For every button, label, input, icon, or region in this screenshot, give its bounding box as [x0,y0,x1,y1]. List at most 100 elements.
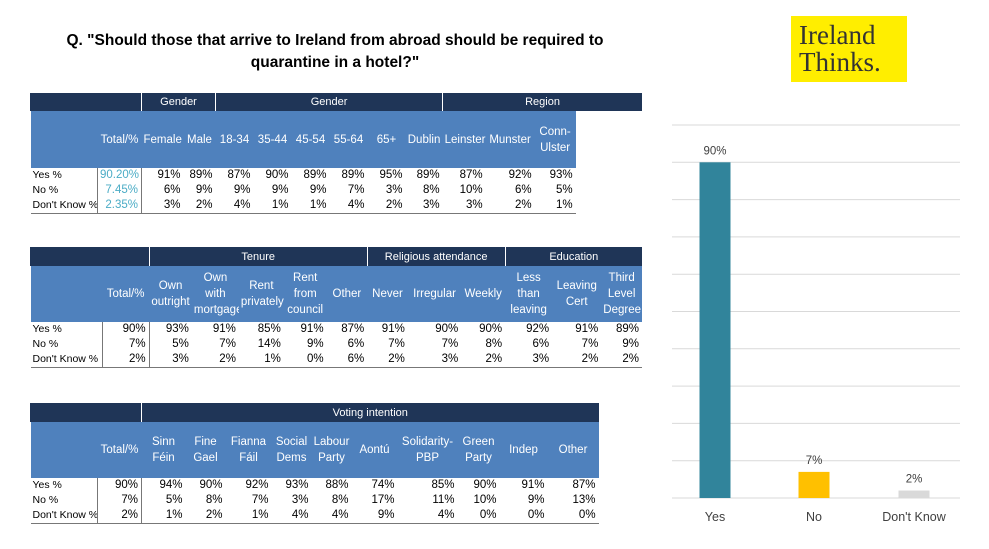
group-label: Tenure [148,247,368,266]
table-row: No % 7% 5% 8% 7% 3% 8% 17% 11% 10% 9% 13% [30,493,599,508]
table-cell: 89% [416,169,440,181]
table-cell: 74% [371,479,395,491]
table-cell: 89% [615,323,639,335]
table-cell: 4% [329,198,368,214]
table-cell: 2% [183,198,216,214]
table-cell: 9% [622,338,639,350]
table-cell: 90.20% [97,168,142,183]
group-label: Region [442,93,642,111]
table-cell: 7% [251,494,269,506]
row-label: Don't Know % [30,198,98,214]
table-cell: 90% [435,323,459,335]
table-cell: 7% [347,184,365,196]
column-header: Aontú [351,422,398,478]
column-header: Rent privately [238,266,284,322]
crosstab-gender-age-region: Gender Gender Region Total/% Female Male 18-3… [30,93,642,214]
table-cell: 91% [381,323,405,335]
table-row: Don't Know % 2% 1% 2% 1% 4% 4% 9% 4% 0% 0% 0% [30,508,599,524]
group-label [30,93,142,111]
column-header: Munster [485,111,535,168]
table-cell: 8% [205,494,223,506]
table-cell: 8% [485,338,503,350]
table-cell: 14% [257,338,281,350]
column-header: Total/% [97,422,142,478]
data-label: 2% [906,474,923,486]
table-cell: 8% [422,184,440,196]
column-header-row: Total/% Own outright Own with mortgage Rent… [30,266,642,322]
table-cell: 9% [233,184,251,196]
table-cell: 2% [191,352,239,368]
column-header: Solidarity-PBP [397,422,458,478]
column-header [30,422,98,478]
table-cell: 5% [172,338,189,350]
table-cell: 10% [459,184,483,196]
column-header: Total/% [97,111,142,168]
table-cell: 2% [367,198,406,214]
row-label: Don't Know % [30,508,98,524]
column-header: Female [141,111,184,168]
table-cell: 2% [185,508,226,524]
table-row: Don't Know % 2.35% 3% 2% 4% 1% 1% 4% 2% 3% 3% 2% 1% [30,198,643,214]
bar-don-t-know [898,490,930,498]
table-row: Yes % 90% 93% 91% 85% 91% 87% 91% 90% 90% 92% 91% 89… [30,322,643,337]
table-cell: 7% [219,338,236,350]
table-cell: 3% [442,198,486,214]
table-cell: 92% [245,479,269,491]
bar-no [798,471,830,498]
table-cell: 10% [473,494,497,506]
table-cell: 3% [407,352,462,368]
table-cell: 87% [227,169,251,181]
table-cell: 9% [309,184,327,196]
column-header: Dublin [405,111,443,168]
table-cell: 91% [157,169,181,181]
row-label: Don't Know % [30,352,103,368]
table-cell: 1% [253,198,292,214]
group-header-row: Gender Gender Region [30,93,642,111]
table-cell: 90% [479,323,503,335]
table-cell: 1% [225,508,272,524]
column-header: 45-54 [291,111,330,168]
column-header: Irregular [407,266,462,322]
table-cell: 0% [547,508,599,524]
table-cell: 5% [555,184,573,196]
row-label: Yes % [30,322,103,337]
table-cell: 1% [291,198,330,214]
table-cell: 17% [371,494,395,506]
column-header: Weekly [461,266,506,322]
table-cell: 0% [457,508,500,524]
column-header: Leaving Cert [552,266,602,322]
table-cell: 4% [311,508,352,524]
table-cell: 4% [397,508,458,524]
row-label: No % [30,493,98,508]
bar-yes [699,162,731,499]
column-header: Total/% [102,266,150,322]
table-cell: 92% [508,169,532,181]
table-row: No % 7.45% 6% 9% 9% 9% 9% 7% 3% 8% 10% 6% 5% [30,183,643,198]
row-label: Yes % [30,478,98,493]
column-header: 65+ [367,111,406,168]
table-cell: 7% [441,338,459,350]
table-cell: 1% [534,198,576,214]
category-label: Don't Know [882,510,947,524]
table-row: Yes % 90.20% 91% 89% 87% 90% 89% 89% 95% 89% 87% 92… [30,168,643,183]
row-label: Yes % [30,168,98,183]
table-cell: 85% [257,323,281,335]
table-cell: 88% [325,479,349,491]
table-cell: 91% [521,479,545,491]
table-cell: 8% [331,494,349,506]
table-cell: 7% [97,493,142,508]
table-cell: 2% [485,198,535,214]
column-header: Rent from council [283,266,327,322]
table-cell: 3% [405,198,443,214]
group-header-row: Tenure Religious attendance Education [30,247,642,266]
column-header-row: Total/% Female Male 18-34 35-44 45-54 55-64 65+… [30,111,643,168]
logo-line-2: Thinks. [799,47,881,77]
table-cell: 2% [552,352,602,368]
table-cell: 2% [367,352,408,368]
column-header: Green Party [457,422,500,478]
results-bar-chart: 90% Yes 7% No 2% Don't Know [672,124,960,524]
table-cell: 7% [388,338,405,350]
column-header: Own outright [149,266,192,322]
data-label: 7% [806,455,823,467]
table-cell: 7% [102,337,150,352]
